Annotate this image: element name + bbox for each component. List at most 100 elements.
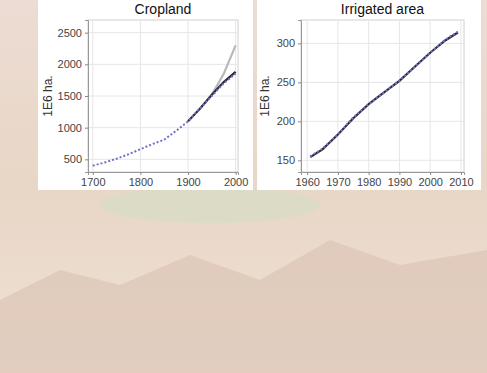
grid-line (88, 64, 238, 65)
tick: 2000 (418, 172, 442, 188)
y-axis-title: 1E6 ha. (258, 75, 272, 116)
grid-line (307, 20, 308, 172)
tick-mark (430, 172, 431, 175)
tick: 2010 (449, 172, 473, 188)
tick: 2000 (224, 172, 248, 188)
tick-mark (369, 172, 370, 175)
grid-line (88, 32, 238, 33)
plot-frame (301, 20, 464, 172)
plot-area (310, 32, 458, 157)
tick-mark (188, 172, 189, 175)
tick-label: 500 (64, 153, 82, 165)
x-axis: 1700 1800 1900 2000 (81, 172, 248, 188)
grid-line (88, 159, 238, 160)
panel-background (38, 0, 253, 190)
chart-title: Irrigated area (341, 1, 424, 17)
tick: 200 (277, 115, 301, 127)
grid-line (301, 82, 464, 83)
tick: 1960 (295, 172, 319, 188)
tick: 1900 (176, 172, 200, 188)
tick-label: 1990 (388, 176, 412, 188)
tick: 1970 (326, 172, 350, 188)
tick-mark (236, 172, 237, 175)
grid-line (460, 20, 461, 172)
tick: 150 (277, 154, 301, 166)
axis-line (89, 173, 239, 176)
tick-label: 2500 (58, 27, 82, 39)
tick-label: 150 (277, 154, 295, 166)
series-line (212, 45, 236, 94)
series-line (310, 32, 458, 157)
grid (301, 20, 464, 172)
tick: 1990 (388, 172, 412, 188)
grid-line (301, 121, 464, 122)
panel: 1700 1800 1900 2000 500 1000 1500 2000 2500 Cropl… (38, 0, 253, 190)
tick-label: 2000 (58, 58, 82, 70)
tick-mark (307, 172, 308, 175)
tick: 1500 (58, 90, 88, 102)
grid-line (88, 96, 238, 97)
grid-line (88, 127, 238, 128)
tick-mark (85, 128, 88, 129)
tick: 1800 (129, 172, 153, 188)
axis-line (302, 173, 465, 176)
grid-line (188, 20, 189, 172)
grid-line (337, 20, 338, 172)
series-line (93, 74, 236, 166)
tick-label: 2010 (449, 176, 473, 188)
tick-mark (85, 96, 88, 97)
tick: 1980 (357, 172, 381, 188)
tick: 250 (277, 76, 301, 88)
tick-label: 1500 (58, 90, 82, 102)
axis-line (298, 21, 302, 173)
grid-line (140, 20, 141, 172)
tick-mark (338, 172, 339, 175)
series-line (310, 32, 458, 157)
tick-label: 1900 (176, 176, 200, 188)
grid-line (235, 20, 236, 172)
tick-mark (298, 121, 301, 122)
tick-mark (85, 33, 88, 34)
panel: 1960 1970 1980 1990 2000 2010 150 200 250 300 Irri… (257, 0, 481, 190)
tick: 2000 (58, 58, 88, 70)
grid-line (92, 20, 93, 172)
tick-label: 200 (277, 115, 295, 127)
tick-label: 250 (277, 76, 295, 88)
tick: 1700 (81, 172, 105, 188)
grid-line (301, 160, 464, 161)
y-axis: 150 200 250 300 (277, 21, 302, 173)
tick-mark (298, 82, 301, 83)
tick-label: 1800 (129, 176, 153, 188)
grid-line (399, 20, 400, 172)
tick-label: 1960 (295, 176, 319, 188)
tick-mark (140, 172, 141, 175)
tick-label: 2000 (224, 176, 248, 188)
tick-label: 1000 (58, 122, 82, 134)
tick-label: 2000 (418, 176, 442, 188)
axis-line (85, 21, 89, 173)
tick: 500 (64, 153, 88, 165)
background-rocks (0, 240, 487, 373)
plot-frame (88, 20, 238, 172)
grid-line (368, 20, 369, 172)
tick-mark (93, 172, 94, 175)
tick-mark (85, 159, 88, 160)
tick-mark (298, 43, 301, 44)
y-axis-title: 1E6 ha. (41, 75, 55, 116)
tick: 2500 (58, 27, 88, 39)
tick-label: 1980 (357, 176, 381, 188)
tick-mark (85, 64, 88, 65)
chart-title: Cropland (135, 1, 192, 17)
canvas: 1700 1800 1900 2000 500 1000 1500 2000 2500 Cropl… (0, 0, 487, 373)
tick: 300 (277, 37, 301, 49)
tick-label: 1970 (326, 176, 350, 188)
plot-area (93, 45, 236, 165)
tick-mark (298, 160, 301, 161)
tick: 1000 (58, 122, 88, 134)
tick-label: 1700 (81, 176, 105, 188)
grid (88, 20, 238, 172)
x-axis: 1960 1970 1980 1990 2000 2010 (295, 172, 473, 188)
grid-line (430, 20, 431, 172)
tick-mark (399, 172, 400, 175)
y-axis: 500 1000 1500 2000 2500 (58, 21, 89, 173)
